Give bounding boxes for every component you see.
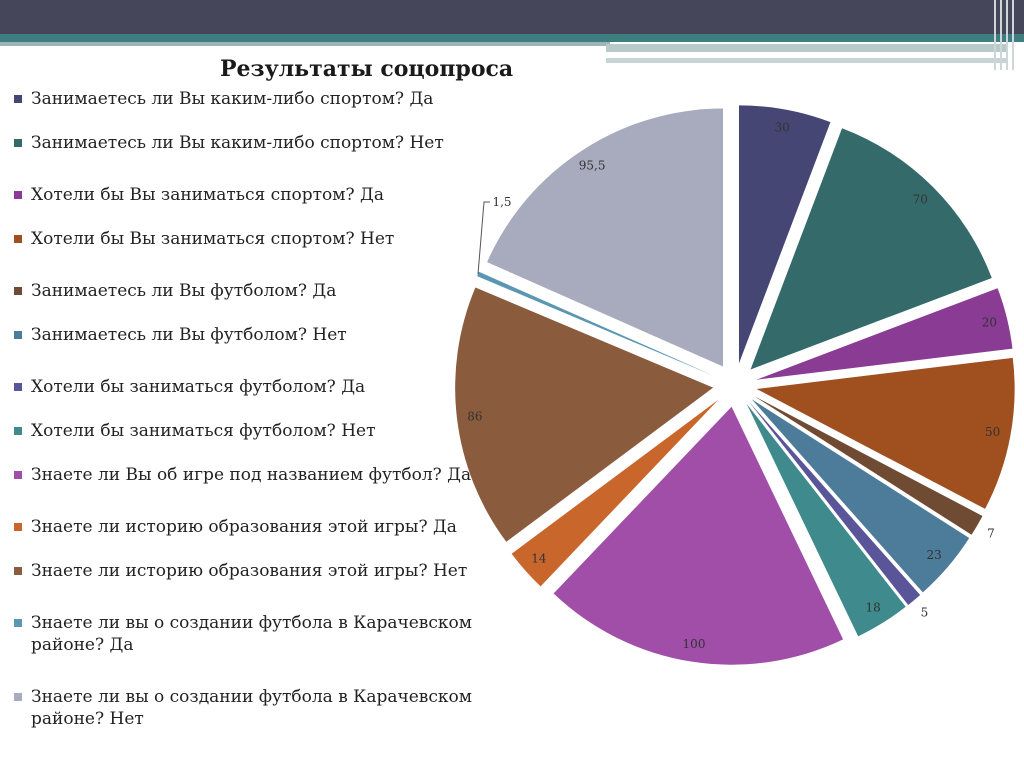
legend-swatch [14,95,22,103]
pie-slice [754,396,983,535]
pie-slice [455,287,714,542]
pie-slice [756,357,1015,509]
pie-chart: 30 70 20 50 7 23 5 18 100 14 86 1,5 95,5 [455,105,1015,665]
legend-swatch [14,567,22,575]
legend-swatch [14,383,22,391]
legend-item: Хотели бы Вы заниматься спортом? Нет [14,228,504,250]
legend-swatch [14,139,22,147]
slide-accent-stripe [0,34,1024,42]
data-label: 18 [866,601,881,615]
chart-legend: Занимаетесь ли Вы каким-либо спортом? Да… [14,88,504,782]
legend-item: Занимаетесь ли Вы футболом? Да [14,280,504,302]
legend-label: Знаете ли историю образования этой игры?… [31,517,457,537]
pie-slice [756,288,1013,380]
legend-label: Занимаетесь ли Вы футболом? Да [31,281,337,301]
data-label: 70 [913,193,928,207]
legend-label: Знаете ли вы о создании футбола в Караче… [31,687,472,729]
legend-label: Знаете ли Вы об игре под названием футбо… [31,465,472,485]
pie-slice [553,406,844,665]
legend-label: Хотели бы заниматься футболом? Нет [31,421,376,441]
data-label: 14 [531,552,547,566]
legend-swatch [14,287,22,295]
chart-title: Результаты соцопроса [220,56,514,82]
pie-slice [750,128,992,370]
pie-slice [477,271,715,377]
legend-swatch [14,693,22,701]
legend-item: Знаете ли Вы об игре под названием футбо… [14,464,504,486]
legend-item: Знаете ли вы о создании футбола в Караче… [14,612,504,656]
slide-decor-bar [1006,0,1008,70]
legend-swatch [14,235,22,243]
data-label: 20 [982,315,997,329]
legend-label: Хотели бы заниматься футболом? Да [31,377,366,397]
slide-accent-stripe-gray [0,42,610,46]
data-label: 86 [467,410,482,424]
data-label: 50 [985,425,1000,439]
legend-swatch [14,427,22,435]
data-label: 30 [775,120,790,134]
legend-item: Знаете ли историю образования этой игры?… [14,560,504,582]
legend-item: Хотели бы заниматься футболом? Да [14,376,504,398]
legend-item: Хотели бы Вы заниматься спортом? Да [14,184,504,206]
slide-accent-stripe-light [606,44,1006,52]
legend-label: Хотели бы Вы заниматься спортом? Нет [31,229,395,249]
slide-decor-bar [1012,0,1014,70]
data-label: 5 [921,605,929,619]
legend-swatch [14,331,22,339]
data-label: 23 [927,548,942,562]
legend-label: Знаете ли историю образования этой игры?… [31,561,468,581]
legend-label: Занимаетесь ли Вы футболом? Нет [31,325,347,345]
slide-accent-stripe-lower [606,58,1006,63]
legend-item: Занимаетесь ли Вы футболом? Нет [14,324,504,346]
data-label: 95,5 [579,158,606,172]
legend-swatch [14,471,22,479]
slide-top-band [0,0,1024,34]
legend-item: Знаете ли историю образования этой игры?… [14,516,504,538]
legend-label: Занимаетесь ли Вы каким-либо спортом? Да [31,89,434,109]
pie-slice [746,403,906,637]
legend-item: Занимаетесь ли Вы каким-либо спортом? Не… [14,132,504,154]
slide-decor-bar [1000,0,1002,70]
pie-slice [511,399,719,587]
data-label: 1,5 [492,195,511,209]
legend-item: Знаете ли вы о создании футбола в Караче… [14,686,504,730]
legend-item: Занимаетесь ли Вы каким-либо спортом? Да [14,88,504,110]
pie-slice [749,401,921,605]
pie-slice [751,399,970,593]
legend-swatch [14,191,22,199]
legend-label: Хотели бы Вы заниматься спортом? Да [31,185,384,205]
legend-swatch [14,619,22,627]
slide-decor-bar [994,0,996,70]
legend-swatch [14,523,22,531]
data-label: 100 [683,637,706,651]
legend-label: Занимаетесь ли Вы каким-либо спортом? Не… [31,133,444,153]
slide-accent-stripe-white [606,53,956,56]
legend-label: Знаете ли вы о создании футбола в Караче… [31,613,472,655]
pie-slice [738,105,831,364]
legend-item: Хотели бы заниматься футболом? Нет [14,420,504,442]
data-label: 7 [987,527,995,541]
pie-slice [487,108,723,367]
leader-line [477,201,490,275]
